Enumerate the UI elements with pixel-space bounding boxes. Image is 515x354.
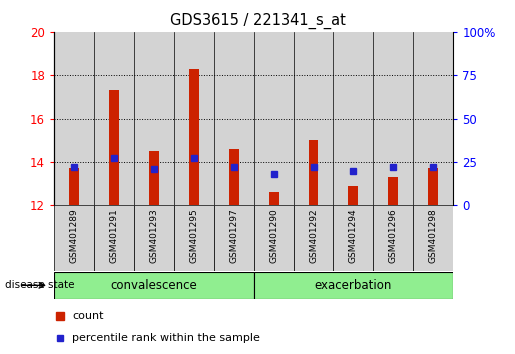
Bar (134, 205, 174, 271)
Text: GSM401296: GSM401296 (389, 209, 398, 263)
Bar (69, 169, 79, 205)
Text: GSM401294: GSM401294 (349, 209, 358, 263)
Bar (413, 32, 453, 205)
Bar (174, 205, 214, 271)
Text: percentile rank within the sample: percentile rank within the sample (72, 332, 260, 343)
Bar (54, 272, 253, 299)
Bar (373, 205, 413, 271)
Bar (308, 140, 318, 205)
Bar (54, 32, 94, 205)
Bar (253, 272, 453, 299)
Bar (253, 32, 294, 205)
Text: disease state: disease state (5, 280, 75, 290)
Bar (294, 32, 334, 205)
Bar (94, 205, 134, 271)
Bar (149, 151, 159, 205)
Bar (334, 205, 373, 271)
Text: GDS3615 / 221341_s_at: GDS3615 / 221341_s_at (169, 12, 346, 29)
Bar (428, 169, 438, 205)
Text: GSM401295: GSM401295 (190, 209, 198, 263)
Bar (54, 205, 94, 271)
Text: GSM401298: GSM401298 (429, 209, 438, 263)
Bar (214, 32, 253, 205)
Text: GSM401293: GSM401293 (149, 209, 158, 263)
Text: GSM401291: GSM401291 (110, 209, 118, 263)
Bar (349, 186, 358, 205)
Bar (214, 205, 253, 271)
Bar (253, 205, 294, 271)
Bar (134, 32, 174, 205)
Bar (229, 149, 238, 205)
Bar (94, 32, 134, 205)
Text: exacerbation: exacerbation (315, 279, 392, 292)
Bar (294, 205, 334, 271)
Text: GSM401290: GSM401290 (269, 209, 278, 263)
Bar (413, 205, 453, 271)
Bar (174, 32, 214, 205)
Text: count: count (72, 311, 104, 321)
Text: GSM401297: GSM401297 (229, 209, 238, 263)
Bar (269, 192, 279, 205)
Bar (189, 69, 199, 205)
Bar (388, 177, 398, 205)
Bar (109, 90, 119, 205)
Bar (373, 32, 413, 205)
Bar (334, 32, 373, 205)
Text: GSM401292: GSM401292 (309, 209, 318, 263)
Text: convalescence: convalescence (111, 279, 197, 292)
Text: GSM401289: GSM401289 (70, 209, 78, 263)
